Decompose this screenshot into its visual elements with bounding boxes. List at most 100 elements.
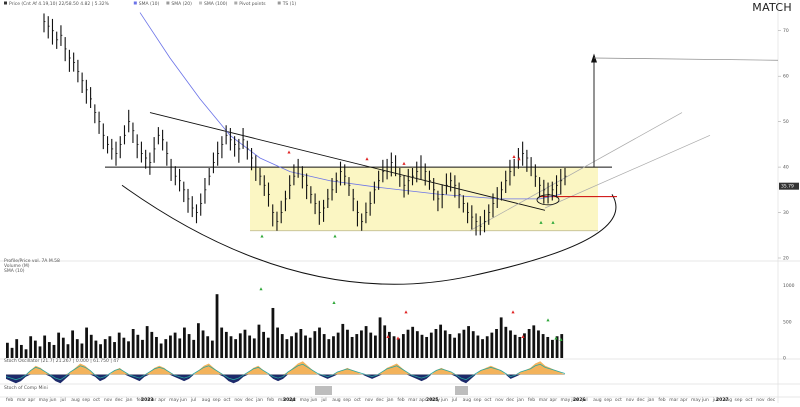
volume-bar <box>80 343 84 358</box>
volume-bar <box>262 331 266 358</box>
volume-bar <box>99 344 102 358</box>
volume-bar <box>15 339 19 358</box>
legend-swatch <box>277 1 281 5</box>
month-label: jun <box>701 397 709 403</box>
month-label: sep <box>343 398 351 403</box>
volume-bar <box>229 336 233 358</box>
month-label: jan <box>125 397 133 403</box>
month-label: aug <box>724 398 733 403</box>
channel-upper <box>469 112 683 232</box>
sell-signal <box>365 157 369 161</box>
month-label: may <box>169 398 179 403</box>
month-label: oct <box>93 397 100 403</box>
oscillator-negative-area <box>6 374 565 384</box>
month-label: aug <box>71 398 80 403</box>
month-label: jul <box>190 397 196 403</box>
price-tick-label: 40 <box>783 165 789 171</box>
volume-bar <box>178 338 182 358</box>
legend-swatch <box>4 1 7 5</box>
volume-bar <box>108 336 112 358</box>
volume-bar <box>313 331 317 358</box>
legend-swatch <box>199 1 202 5</box>
month-label: nov <box>626 398 635 403</box>
volume-bar <box>192 339 196 358</box>
volume-bar <box>551 339 554 358</box>
buy-signal <box>539 220 543 224</box>
volume-bar <box>215 294 219 358</box>
volume-bar <box>495 329 498 358</box>
volume-bar <box>71 330 75 358</box>
volume-bar <box>401 334 405 358</box>
volume-bar <box>439 324 443 358</box>
month-label: jan <box>255 397 263 403</box>
month-label: feb <box>397 397 404 403</box>
volume-bar <box>201 330 205 358</box>
volume-bar <box>276 327 279 358</box>
month-label: feb <box>528 397 535 403</box>
year-label: 2025 <box>426 397 439 403</box>
volume-bar <box>304 335 307 358</box>
buy-signal <box>333 234 337 238</box>
descending-trendline <box>149 112 546 211</box>
legend-item: TS (1) <box>282 1 297 7</box>
volume-tick-label: 1000 <box>783 283 795 289</box>
month-label: nov <box>365 398 374 403</box>
volume-bar <box>75 339 79 358</box>
month-label: jul <box>451 397 457 403</box>
year-label: 2023 <box>141 397 154 403</box>
volume-bar <box>47 342 51 358</box>
volume-bar <box>355 334 359 358</box>
volume-bar <box>38 346 42 358</box>
month-label: mar <box>147 397 156 403</box>
volume-bar <box>271 307 275 358</box>
month-label: sep <box>604 398 612 403</box>
volume-sell-signal <box>511 310 515 314</box>
volume-bar <box>234 339 238 358</box>
volume-bar <box>29 336 33 358</box>
volume-bar <box>122 337 126 358</box>
volume-bar <box>183 327 186 358</box>
volume-bar <box>350 336 354 358</box>
month-label: may <box>561 398 571 403</box>
buy-signal <box>260 234 264 238</box>
volume-bar <box>332 336 335 358</box>
volume-bar <box>159 343 163 358</box>
volume-bar <box>318 327 321 358</box>
month-label: may <box>39 398 49 403</box>
volume-bar <box>150 331 154 358</box>
month-label: may <box>691 398 701 403</box>
month-label: dec <box>115 397 124 403</box>
volume-bar <box>257 324 261 358</box>
legend-item: SMA (10) <box>139 1 160 7</box>
volume-bar <box>285 339 289 358</box>
month-label: apr <box>419 397 427 403</box>
volume-bar <box>308 337 312 358</box>
price-tick-label: 30 <box>783 210 789 216</box>
volume-bar <box>346 329 349 358</box>
volume-bar <box>509 330 512 358</box>
volume-bar <box>248 335 252 358</box>
volume-bar <box>327 339 331 358</box>
volume-bar <box>145 326 149 358</box>
volume-sell-signal <box>404 310 408 314</box>
volume-bar <box>425 336 429 358</box>
target-level-line <box>593 57 779 61</box>
month-label: may <box>300 398 310 403</box>
volume-bar <box>103 339 107 358</box>
legend-swatch <box>166 1 170 5</box>
volume-bar <box>52 344 56 358</box>
volume-buy-signal <box>259 287 263 291</box>
month-label: jul <box>320 397 326 403</box>
volume-sell-signal <box>386 335 390 339</box>
volume-bar <box>117 332 121 358</box>
volume-legend-item: Volume (M) <box>4 263 30 269</box>
volume-bar <box>481 339 484 358</box>
month-label: mar <box>278 397 287 403</box>
volume-bar <box>560 334 564 358</box>
month-label: oct <box>484 397 491 403</box>
channel-lower <box>544 134 711 209</box>
volume-bar <box>406 329 410 358</box>
volume-bar <box>141 339 144 358</box>
volume-bar <box>155 336 158 358</box>
legend-item: Pivot points <box>239 1 266 7</box>
